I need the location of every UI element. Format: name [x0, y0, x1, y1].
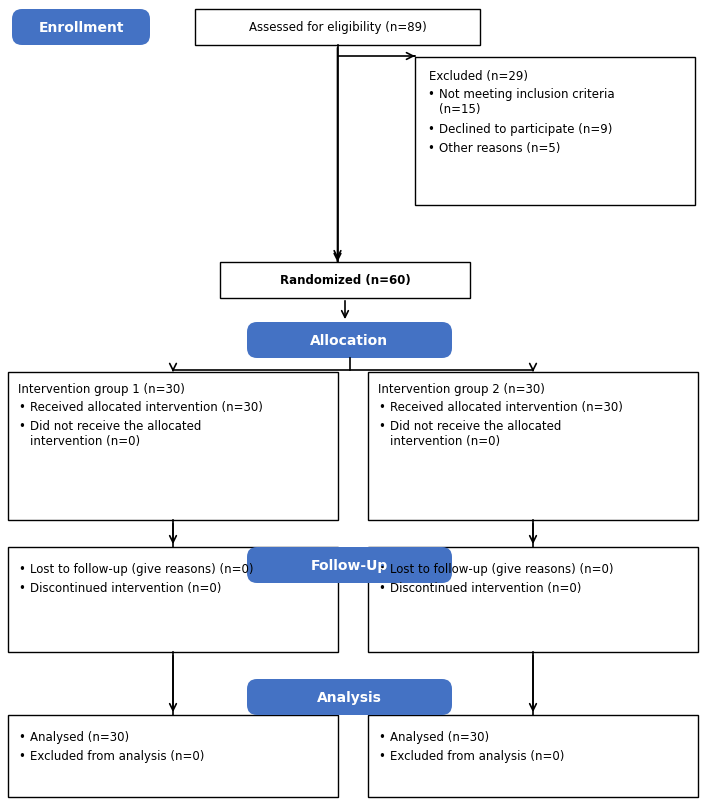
Text: Intervention group 2 (n=30): Intervention group 2 (n=30): [378, 383, 545, 395]
Text: Excluded (n=29): Excluded (n=29): [429, 70, 528, 83]
Text: •: •: [378, 562, 385, 575]
Text: Enrollment: Enrollment: [38, 21, 124, 35]
Text: Assessed for eligibility (n=89): Assessed for eligibility (n=89): [248, 22, 427, 34]
Text: Excluded from analysis (n=0): Excluded from analysis (n=0): [30, 749, 204, 762]
Text: Follow-Up: Follow-Up: [311, 558, 388, 573]
Bar: [8, 547, 338, 652]
Text: •: •: [18, 419, 25, 432]
FancyBboxPatch shape: [247, 547, 452, 583]
Text: Analysed (n=30): Analysed (n=30): [30, 730, 129, 743]
Bar: [8, 715, 338, 797]
Text: Received allocated intervention (n=30): Received allocated intervention (n=30): [30, 400, 263, 414]
Bar: [8, 373, 338, 520]
FancyBboxPatch shape: [247, 322, 452, 358]
Text: Declined to participate (n=9): Declined to participate (n=9): [439, 123, 612, 136]
Text: Excluded from analysis (n=0): Excluded from analysis (n=0): [390, 749, 564, 762]
Text: •: •: [18, 730, 25, 743]
Text: •: •: [378, 419, 385, 432]
Text: •: •: [378, 749, 385, 762]
Text: •: •: [378, 400, 385, 414]
Text: •: •: [427, 88, 434, 101]
Text: •: •: [427, 142, 434, 155]
Text: Analysed (n=30): Analysed (n=30): [390, 730, 489, 743]
Text: Discontinued intervention (n=0): Discontinued intervention (n=0): [390, 581, 581, 594]
Bar: [368, 547, 698, 652]
Text: Allocation: Allocation: [310, 334, 388, 347]
Text: •: •: [18, 749, 25, 762]
Text: Intervention group 1 (n=30): Intervention group 1 (n=30): [18, 383, 185, 395]
Text: Randomized (n=60): Randomized (n=60): [280, 274, 410, 287]
Bar: [195, 10, 480, 46]
Bar: [368, 715, 698, 797]
Text: Received allocated intervention (n=30): Received allocated intervention (n=30): [390, 400, 623, 414]
Text: •: •: [427, 123, 434, 136]
Bar: [220, 263, 470, 298]
Text: •: •: [378, 581, 385, 594]
Text: •: •: [18, 581, 25, 594]
Bar: [415, 58, 695, 206]
Text: •: •: [18, 562, 25, 575]
Text: Lost to follow-up (give reasons) (n=0): Lost to follow-up (give reasons) (n=0): [390, 562, 613, 575]
FancyBboxPatch shape: [12, 10, 150, 46]
Text: •: •: [18, 400, 25, 414]
Text: Other reasons (n=5): Other reasons (n=5): [439, 142, 560, 155]
Text: •: •: [378, 730, 385, 743]
Text: Lost to follow-up (give reasons) (n=0): Lost to follow-up (give reasons) (n=0): [30, 562, 253, 575]
Text: Not meeting inclusion criteria
(n=15): Not meeting inclusion criteria (n=15): [439, 88, 615, 115]
Text: Discontinued intervention (n=0): Discontinued intervention (n=0): [30, 581, 222, 594]
Text: Did not receive the allocated
intervention (n=0): Did not receive the allocated interventi…: [390, 419, 562, 448]
Bar: [368, 373, 698, 520]
Text: Did not receive the allocated
intervention (n=0): Did not receive the allocated interventi…: [30, 419, 202, 448]
Text: Analysis: Analysis: [317, 691, 382, 704]
FancyBboxPatch shape: [247, 679, 452, 715]
